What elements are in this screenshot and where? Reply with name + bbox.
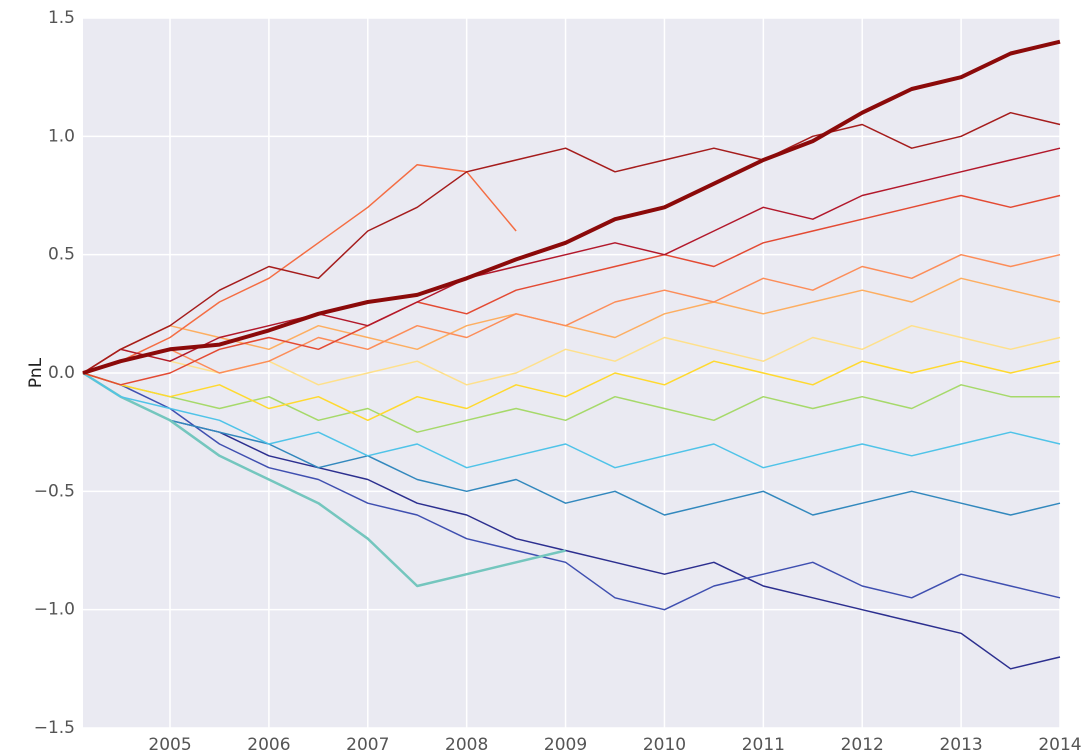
y-tick-label: 0.0 — [48, 363, 75, 383]
x-tick-label: 2011 — [742, 735, 785, 755]
y-tick-label: −1.0 — [34, 600, 75, 620]
series-line — [82, 253, 1061, 374]
x-tick-label: 2007 — [346, 735, 389, 755]
series-line — [82, 147, 1061, 374]
x-tick-label: 2012 — [841, 735, 884, 755]
x-tick-label: 2008 — [445, 735, 488, 755]
series-line — [82, 371, 566, 588]
y-tick-label: −0.5 — [34, 481, 75, 501]
series-line — [82, 360, 1061, 422]
series-line — [82, 372, 1061, 516]
x-tick-label: 2006 — [247, 735, 290, 755]
x-tick-label: 2013 — [939, 735, 982, 755]
y-axis-label: PnL — [26, 357, 46, 388]
x-tick-label: 2014 — [1038, 735, 1081, 755]
series-line — [82, 111, 1061, 374]
x-tick-label: 2009 — [544, 735, 587, 755]
y-tick-label: −1.5 — [34, 718, 75, 738]
series-line — [82, 39, 1061, 375]
series-line — [82, 372, 1061, 469]
y-tick-label: 1.5 — [48, 8, 75, 28]
x-tick-label: 2010 — [643, 735, 686, 755]
y-tick-label: 0.5 — [48, 245, 75, 265]
series-line — [82, 372, 1061, 611]
y-tick-label: 1.0 — [48, 126, 75, 146]
series-line — [82, 372, 1060, 433]
x-tick-label: 2005 — [148, 735, 191, 755]
series-line — [82, 194, 1061, 386]
series-line — [82, 163, 517, 374]
